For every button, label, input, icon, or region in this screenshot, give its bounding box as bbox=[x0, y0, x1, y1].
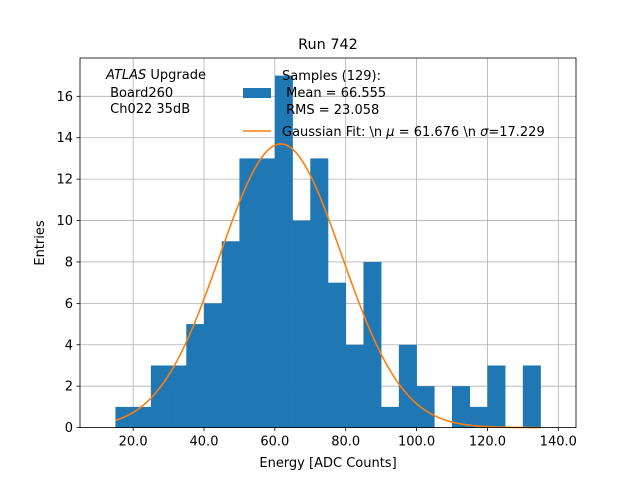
plot-frame bbox=[79, 57, 577, 429]
histogram-bar bbox=[363, 261, 382, 428]
legend-histogram-line-3: RMS = 23.058 bbox=[282, 103, 379, 118]
y-tick-label: 4 bbox=[65, 338, 73, 353]
legend-histogram-swatch bbox=[243, 88, 271, 98]
fit-curve-group bbox=[115, 143, 541, 429]
x-tick-label: 100.0 bbox=[398, 435, 435, 450]
histogram-bar bbox=[204, 303, 223, 428]
histogram-bar bbox=[292, 220, 311, 428]
annotation-line-1: ATLAS Upgrade bbox=[105, 68, 206, 83]
x-tick-label: 140.0 bbox=[540, 435, 577, 450]
histogram-bar bbox=[452, 386, 471, 428]
legend-histogram-line-2: Mean = 66.555 bbox=[282, 86, 386, 101]
y-tick-label: 6 bbox=[65, 297, 73, 312]
histogram-bar bbox=[133, 406, 152, 428]
legend-fit-text-2: = 61.676 \n bbox=[395, 125, 481, 140]
x-tick-label: 40.0 bbox=[190, 435, 219, 450]
histogram-bar bbox=[487, 365, 506, 428]
legend-fit-mu: μ bbox=[385, 125, 394, 140]
annotation-line-2: Board260 bbox=[106, 86, 173, 101]
legend-fit-text-3: =17.229 bbox=[488, 125, 544, 140]
y-tick-label: 2 bbox=[65, 380, 73, 395]
legend-fit-sigma: σ bbox=[480, 125, 489, 140]
annotation-atlas: ATLAS bbox=[105, 68, 146, 83]
x-tick-label: 20.0 bbox=[119, 435, 148, 450]
chart-title: Run 742 bbox=[298, 37, 358, 53]
y-tick-label: 14 bbox=[56, 131, 73, 146]
y-axis-ticks: 0 2 4 6 8 10 12 14 16 bbox=[56, 90, 80, 436]
histogram-bar bbox=[150, 365, 169, 428]
histogram-bar bbox=[469, 406, 488, 428]
annotation-upgrade: Upgrade bbox=[146, 68, 206, 83]
y-tick-label: 12 bbox=[56, 173, 73, 188]
legend-histogram-line-1: Samples (129): bbox=[282, 69, 381, 84]
histogram-bar bbox=[416, 386, 435, 428]
y-tick-label: 16 bbox=[56, 90, 73, 105]
gaussian-fit-curve bbox=[115, 143, 541, 429]
legend-fit-label: Gaussian Fit: \n μ = 61.676 \n σ=17.229 bbox=[282, 125, 545, 140]
histogram-bar bbox=[274, 75, 293, 428]
x-tick-label: 120.0 bbox=[469, 435, 506, 450]
histogram-bar bbox=[310, 158, 329, 428]
histogram-bar bbox=[522, 365, 541, 428]
x-tick-label: 80.0 bbox=[331, 435, 360, 450]
x-tick-label: 60.0 bbox=[260, 435, 289, 450]
histogram-bar bbox=[221, 241, 240, 428]
y-tick-label: 8 bbox=[65, 255, 73, 270]
annotation-line-3: Ch022 35dB bbox=[106, 102, 190, 117]
histogram-bar bbox=[381, 406, 400, 428]
legend: Samples (129): Mean = 66.555 RMS = 23.05… bbox=[243, 69, 545, 140]
atlas-annotation: ATLAS Upgrade Board260 Ch022 35dB bbox=[105, 68, 206, 117]
histogram-bar bbox=[328, 282, 347, 428]
histogram-bar bbox=[239, 158, 258, 428]
x-axis-label: Energy [ADC Counts] bbox=[259, 456, 396, 471]
x-axis-ticks: 20.0 40.0 60.0 80.0 100.0 120.0 140.0 bbox=[119, 427, 577, 450]
y-tick-label: 0 bbox=[65, 421, 73, 436]
histogram-bar bbox=[168, 365, 187, 428]
histogram-bars bbox=[115, 75, 541, 428]
histogram-bar bbox=[398, 344, 417, 428]
histogram-bar bbox=[186, 324, 205, 428]
y-tick-label: 10 bbox=[56, 214, 73, 229]
histogram-bar bbox=[257, 158, 276, 428]
y-axis-label: Entries bbox=[33, 220, 48, 266]
legend-fit-text-1: Gaussian Fit: \n bbox=[282, 125, 386, 140]
histogram-bar bbox=[345, 344, 364, 428]
